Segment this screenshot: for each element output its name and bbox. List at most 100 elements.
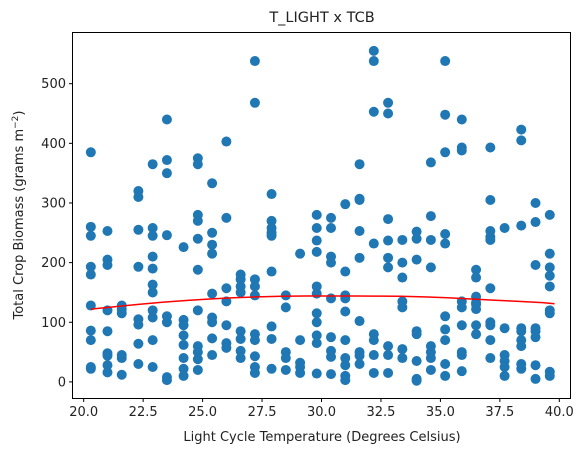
data-point — [326, 293, 337, 304]
data-point — [192, 354, 203, 365]
data-point — [471, 304, 482, 315]
data-point — [102, 260, 113, 270]
data-point — [133, 359, 144, 369]
data-point — [178, 363, 189, 374]
data-point — [311, 338, 322, 349]
data-point — [440, 109, 451, 120]
x-tick-label: 30.0 — [307, 405, 336, 420]
data-point — [530, 197, 541, 208]
data-point — [311, 281, 322, 292]
data-point — [192, 347, 203, 358]
data-point — [85, 221, 96, 232]
data-point — [425, 157, 436, 168]
data-point — [266, 266, 277, 277]
y-axis-label-text: Total Crop Biomass (grams m — [12, 129, 27, 321]
data-point — [397, 257, 408, 268]
data-point — [340, 293, 351, 304]
data-point — [161, 155, 172, 166]
data-point — [235, 274, 246, 285]
data-point — [530, 260, 541, 270]
data-point — [266, 363, 277, 374]
data-point — [133, 224, 144, 235]
data-point — [440, 147, 451, 158]
data-point — [471, 272, 482, 283]
data-point — [266, 333, 277, 344]
y-axis-label-exponent: −2 — [11, 116, 21, 129]
x-axis: 20.0 22.5 25.0 27.5 30.0 32.5 35.0 37.5 40.0 — [69, 398, 574, 420]
x-tick-label: 22.5 — [129, 405, 158, 420]
data-point — [178, 320, 189, 331]
y-tick-label: 300 — [41, 196, 66, 211]
data-point — [178, 353, 189, 364]
data-point — [266, 189, 277, 200]
x-tick-label: 25.0 — [188, 405, 217, 420]
x-tick-label: 40.0 — [545, 405, 574, 420]
data-point — [340, 306, 351, 317]
data-point — [249, 351, 260, 362]
data-point — [116, 308, 127, 319]
data-point — [147, 361, 158, 372]
data-point — [221, 136, 232, 147]
data-point — [147, 287, 158, 298]
data-point — [456, 350, 467, 361]
data-point — [425, 211, 436, 222]
data-point — [147, 251, 158, 262]
data-point — [530, 217, 541, 228]
data-point — [311, 330, 322, 341]
data-point — [207, 288, 218, 299]
y-tick-label: 100 — [41, 316, 66, 331]
data-point — [311, 368, 322, 379]
data-point — [516, 220, 527, 231]
data-point — [516, 326, 527, 337]
data-point — [544, 262, 555, 273]
data-point — [544, 209, 555, 220]
data-point — [440, 56, 451, 67]
data-point — [116, 353, 127, 364]
data-point — [368, 238, 379, 249]
data-point — [397, 234, 408, 245]
x-tick-label: 32.5 — [366, 405, 395, 420]
data-point — [311, 246, 322, 257]
data-point — [397, 302, 408, 313]
data-point — [499, 370, 510, 381]
data-point — [280, 364, 291, 375]
y-tick-label: 0 — [58, 375, 66, 390]
data-point — [85, 335, 96, 346]
data-point — [499, 323, 510, 334]
data-point — [440, 311, 451, 322]
data-point — [207, 239, 218, 250]
data-point — [411, 375, 422, 386]
data-point — [425, 234, 436, 245]
data-point — [326, 257, 337, 268]
data-point — [311, 235, 322, 246]
data-point — [85, 269, 96, 280]
data-point — [411, 254, 422, 265]
y-axis: 0 100 200 300 400 500 — [41, 77, 73, 390]
data-point — [544, 248, 555, 259]
data-point — [354, 359, 365, 369]
data-point — [161, 317, 172, 328]
data-point — [235, 287, 246, 298]
data-point — [397, 353, 408, 364]
data-point — [485, 335, 496, 346]
data-point — [425, 353, 436, 364]
data-point — [530, 332, 541, 343]
data-point — [280, 353, 291, 364]
data-point — [280, 290, 291, 301]
y-axis-label-close: ) — [12, 111, 27, 116]
data-point — [516, 124, 527, 135]
data-point — [383, 252, 394, 263]
data-point — [147, 312, 158, 323]
data-point — [354, 350, 365, 361]
data-point — [280, 302, 291, 313]
data-point — [147, 230, 158, 241]
data-point — [383, 108, 394, 119]
data-point — [340, 353, 351, 364]
data-point — [411, 356, 422, 367]
data-point — [425, 364, 436, 375]
data-point — [440, 228, 451, 239]
data-point — [516, 135, 527, 146]
data-point — [354, 252, 365, 263]
data-point — [485, 194, 496, 205]
data-point — [85, 325, 96, 336]
